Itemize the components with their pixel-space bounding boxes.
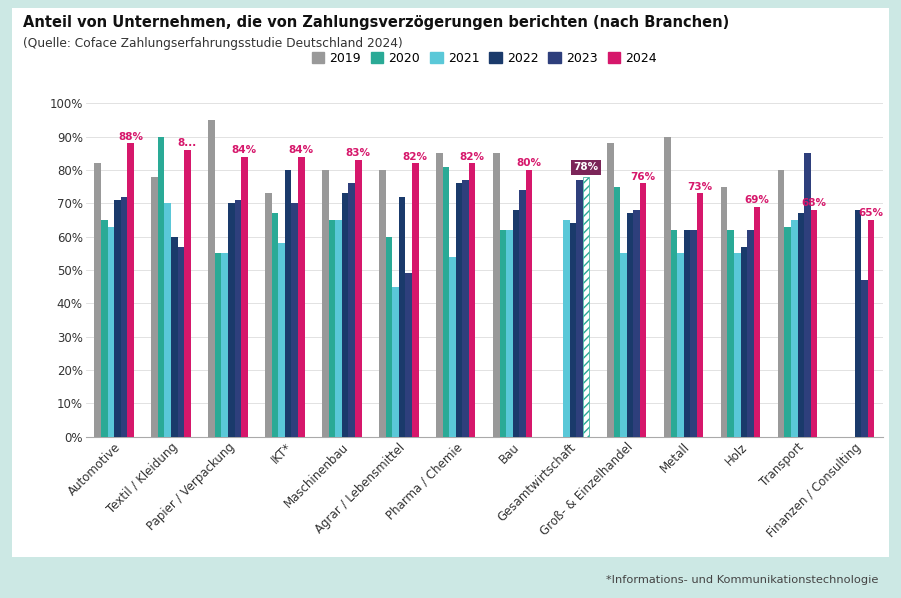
Text: 78%: 78% <box>574 162 598 172</box>
Bar <box>341 193 349 437</box>
Bar <box>399 197 405 437</box>
Bar <box>184 150 191 437</box>
Bar <box>526 170 532 437</box>
Bar <box>577 180 583 437</box>
Text: *Informations- und Kommunikationstechnologie: *Informations- und Kommunikationstechnol… <box>606 575 878 585</box>
Bar <box>234 200 241 437</box>
Bar <box>101 220 107 437</box>
Bar <box>721 187 727 437</box>
Bar <box>462 180 469 437</box>
Bar <box>677 254 684 437</box>
Bar <box>506 230 513 437</box>
Bar <box>569 223 577 437</box>
Text: 88%: 88% <box>118 132 143 142</box>
Bar <box>696 193 704 437</box>
Bar <box>285 170 292 437</box>
Bar <box>158 137 165 437</box>
Bar <box>436 153 442 437</box>
Bar <box>335 220 341 437</box>
Text: 80%: 80% <box>516 158 542 169</box>
Bar <box>664 137 670 437</box>
Bar <box>241 157 248 437</box>
Bar <box>214 254 222 437</box>
Bar <box>747 230 754 437</box>
Text: 8...: 8... <box>177 138 197 148</box>
Bar <box>355 160 361 437</box>
Bar <box>500 230 506 437</box>
Bar <box>493 153 500 437</box>
Text: 69%: 69% <box>744 195 769 205</box>
Bar <box>684 230 690 437</box>
Bar <box>278 243 285 437</box>
Bar <box>854 210 861 437</box>
Bar <box>405 273 412 437</box>
Text: 65%: 65% <box>859 208 883 218</box>
Bar <box>95 163 101 437</box>
Bar <box>627 213 633 437</box>
Bar <box>412 163 418 437</box>
Text: 82%: 82% <box>460 152 485 161</box>
Bar <box>861 280 868 437</box>
Bar <box>171 237 177 437</box>
Bar <box>868 220 874 437</box>
Text: 68%: 68% <box>801 199 826 208</box>
Bar <box>640 184 646 437</box>
Bar <box>349 184 355 437</box>
Text: 84%: 84% <box>232 145 257 155</box>
Bar <box>513 210 519 437</box>
Bar <box>804 153 811 437</box>
Text: Anteil von Unternehmen, die von Zahlungsverzögerungen berichten (nach Branchen): Anteil von Unternehmen, die von Zahlungs… <box>23 15 729 30</box>
Bar <box>797 213 804 437</box>
Bar <box>121 197 127 437</box>
Bar <box>620 254 627 437</box>
Bar <box>442 167 450 437</box>
Bar <box>614 187 620 437</box>
Bar <box>519 190 526 437</box>
Bar <box>114 200 121 437</box>
Text: 83%: 83% <box>346 148 371 158</box>
Bar <box>329 220 335 437</box>
Bar <box>811 210 817 437</box>
Bar <box>177 246 184 437</box>
Text: 76%: 76% <box>631 172 656 182</box>
Bar <box>741 246 747 437</box>
Bar <box>127 144 133 437</box>
Text: 82%: 82% <box>403 152 428 161</box>
Bar <box>228 203 234 437</box>
Bar <box>727 230 734 437</box>
Bar <box>292 203 298 437</box>
Bar <box>791 220 797 437</box>
Bar <box>107 227 114 437</box>
Legend: 2019, 2020, 2021, 2022, 2023, 2024: 2019, 2020, 2021, 2022, 2023, 2024 <box>307 47 661 70</box>
Bar <box>583 176 589 437</box>
Bar <box>734 254 741 437</box>
Bar <box>298 157 305 437</box>
Bar <box>778 170 785 437</box>
Bar <box>754 207 760 437</box>
Bar <box>456 184 462 437</box>
Bar <box>151 176 158 437</box>
Bar <box>265 193 272 437</box>
Bar <box>690 230 696 437</box>
Bar <box>222 254 228 437</box>
Text: (Quelle: Coface Zahlungserfahrungsstudie Deutschland 2024): (Quelle: Coface Zahlungserfahrungsstudie… <box>23 37 402 50</box>
Bar <box>379 170 386 437</box>
Bar <box>323 170 329 437</box>
Bar <box>563 220 569 437</box>
Text: 73%: 73% <box>687 182 713 192</box>
Bar <box>670 230 677 437</box>
Bar <box>272 213 278 437</box>
Bar <box>633 210 640 437</box>
Text: 84%: 84% <box>288 145 314 155</box>
Bar <box>392 286 399 437</box>
Bar <box>165 203 171 437</box>
Bar <box>450 257 456 437</box>
Bar <box>469 163 476 437</box>
Bar <box>386 237 392 437</box>
Bar <box>607 144 614 437</box>
Bar <box>208 120 214 437</box>
Bar <box>785 227 791 437</box>
